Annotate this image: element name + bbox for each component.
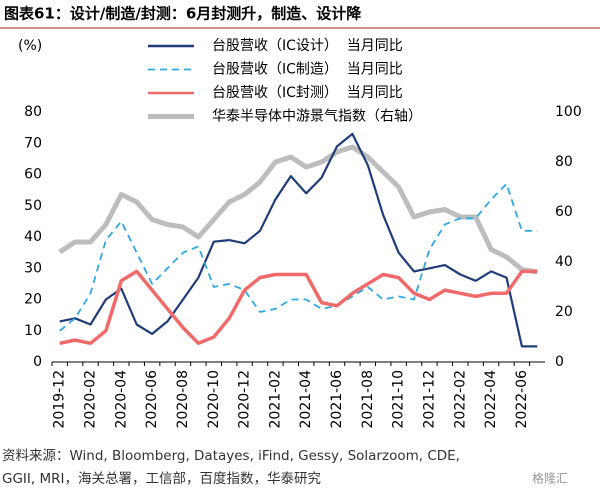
x-tick-label: 2021-08: [360, 370, 376, 429]
x-tick-label: 2020-10: [206, 370, 222, 429]
y-tick-label: 20: [24, 292, 42, 308]
legend-label: 台股营收（IC封测） 当月同比: [212, 85, 403, 101]
x-tick-label: 2022-06: [514, 370, 530, 429]
y2-tick-label: 40: [555, 254, 573, 270]
x-tick-label: 2021-06: [329, 370, 345, 429]
y-tick-label: 40: [24, 229, 42, 245]
x-tick-label: 2020-06: [144, 370, 160, 429]
legend-label: 台股营收（IC设计） 当月同比: [212, 38, 403, 54]
source: GGII, MRI，海关总署，工信部，百度指数，华泰研究: [2, 471, 321, 487]
x-tick-label: 2020-12: [237, 370, 253, 429]
x-tick-label: 2022-02: [452, 370, 468, 429]
x-tick-label: 2021-04: [298, 370, 314, 429]
x-tick-label: 2021-02: [267, 370, 283, 429]
x-tick-label: 2022-04: [483, 370, 499, 429]
legend-label: 华泰半导体中游景气指数（右轴）: [212, 109, 422, 125]
series-line: [59, 132, 538, 348]
legend-label: 台股营收（IC制造） 当月同比: [212, 62, 403, 78]
y-tick-label: 30: [24, 260, 42, 276]
source: 资料来源：Wind, Bloomberg, Datayes, iFind, Ge…: [2, 448, 460, 464]
x-tick-label: 2020-02: [83, 370, 99, 429]
y2-tick-label: 100: [555, 104, 582, 120]
y-tick-label: 70: [24, 135, 42, 151]
x-tick-label: 2020-04: [113, 370, 129, 429]
y-tick-label: 50: [24, 198, 42, 214]
y2-tick-label: 80: [555, 154, 573, 170]
y2-tick-label: 60: [555, 204, 573, 220]
x-tick-label: 2020-08: [175, 370, 191, 429]
y-tick-label: 0: [33, 354, 42, 370]
y-tick-label: 60: [24, 167, 42, 183]
x-tick-label: 2021-12: [421, 370, 437, 429]
y2-tick-label: 0: [555, 354, 564, 370]
y2-tick-label: 20: [555, 304, 573, 320]
y-tick-label: 80: [24, 104, 42, 120]
chart-title: 图表61：设计/制造/封测：6月封测升，制造、设计降: [4, 5, 362, 23]
series-line: [59, 269, 538, 346]
y-axis-label: (%): [18, 38, 42, 54]
series-line: [58, 144, 538, 275]
series-line: [59, 182, 538, 332]
watermark: 格隆汇: [532, 471, 568, 486]
x-tick-label: 2021-10: [391, 370, 407, 429]
y-tick-label: 10: [24, 323, 42, 339]
x-tick-label: 2019-12: [52, 370, 68, 429]
